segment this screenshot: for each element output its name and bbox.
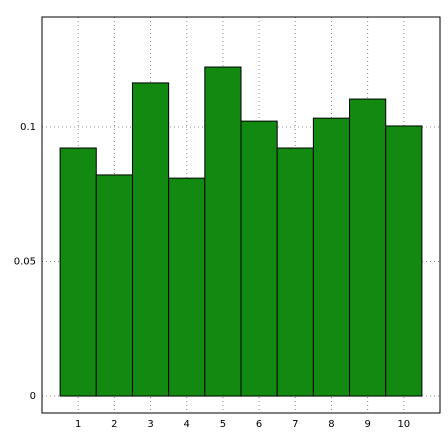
- bar: [385, 125, 423, 397]
- bar: [204, 66, 242, 397]
- x-tick-label: 10: [397, 419, 410, 430]
- x-tick-label: 3: [147, 419, 153, 430]
- bar: [131, 82, 170, 397]
- x-tick-label: 6: [256, 419, 262, 430]
- bar: [312, 117, 351, 397]
- x-tick-label: 7: [292, 419, 298, 430]
- bar: [59, 147, 97, 397]
- bar: [349, 98, 387, 397]
- y-tick-label: 0: [30, 391, 36, 402]
- bar: [240, 120, 278, 397]
- x-tick-label: 8: [328, 419, 334, 430]
- x-tick-label: 1: [75, 419, 81, 430]
- y-tick-label: 0.05: [14, 257, 36, 268]
- bar: [276, 147, 314, 397]
- bar: [168, 177, 206, 397]
- bar: [95, 174, 133, 397]
- x-tick-label: 5: [220, 419, 226, 430]
- x-tick-label: 4: [184, 419, 190, 430]
- y-tick-label: 0.1: [20, 122, 36, 133]
- x-tick-label: 9: [364, 419, 370, 430]
- plot-frame: [41, 16, 441, 414]
- x-tick-label: 2: [111, 419, 117, 430]
